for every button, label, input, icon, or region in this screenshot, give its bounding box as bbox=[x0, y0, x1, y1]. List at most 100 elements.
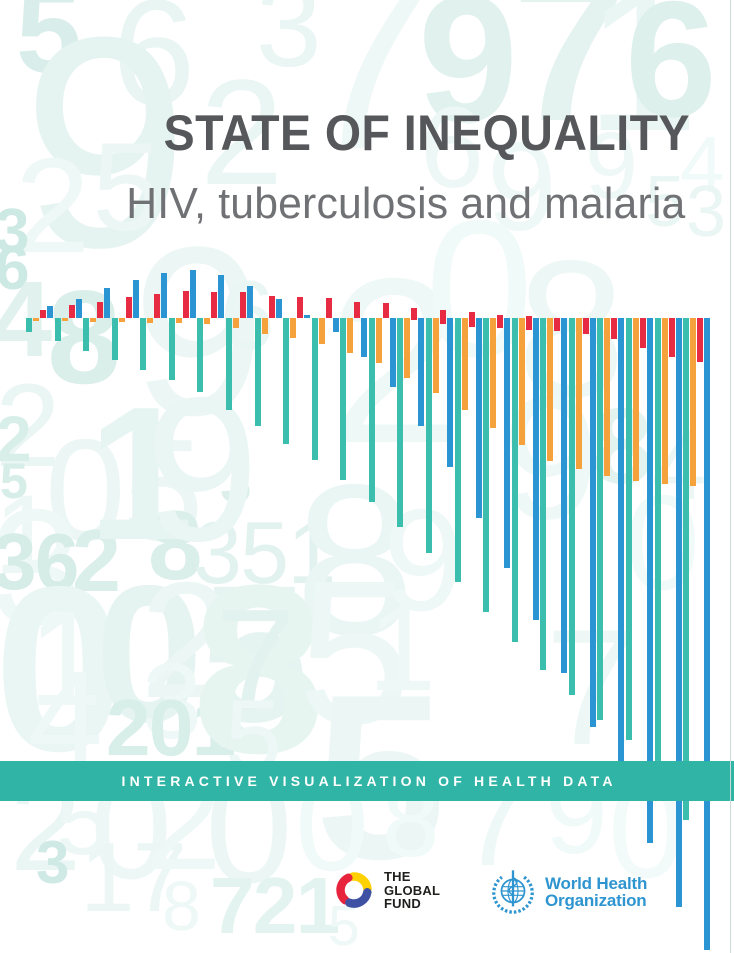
red-bar bbox=[554, 318, 561, 331]
blue-bar bbox=[189, 270, 196, 318]
global-fund-wordmark: THE GLOBAL FUND bbox=[384, 867, 440, 918]
bg-number: 05 bbox=[45, 409, 203, 571]
red-bar bbox=[239, 292, 246, 318]
orange-bar bbox=[490, 318, 497, 428]
bg-number: 9 bbox=[418, 0, 518, 160]
red-bar bbox=[411, 308, 418, 320]
red-bar bbox=[325, 298, 332, 318]
blue-bar bbox=[618, 318, 625, 765]
orange-bar bbox=[175, 318, 182, 323]
bg-number: 4 bbox=[680, 120, 725, 209]
teal-bar bbox=[454, 318, 461, 582]
orange-bar bbox=[204, 318, 211, 324]
bg-number: 1 bbox=[368, 580, 436, 716]
teal-bar bbox=[168, 318, 175, 380]
bg-number: 2 bbox=[0, 360, 61, 492]
orange-bar bbox=[375, 318, 382, 363]
red-bar bbox=[211, 292, 218, 318]
red-bar bbox=[382, 303, 389, 318]
orange-bar bbox=[518, 318, 525, 445]
teal-bar bbox=[597, 318, 604, 720]
orange-bar bbox=[347, 318, 354, 353]
bg-number: 6 bbox=[625, 0, 717, 151]
red-bar bbox=[639, 318, 646, 348]
teal-bar bbox=[311, 318, 318, 460]
red-bar bbox=[97, 302, 104, 318]
bg-number: 201 bbox=[106, 683, 236, 772]
orange-bar bbox=[232, 318, 239, 328]
bg-number: 6 bbox=[420, 84, 484, 212]
teal-bar bbox=[283, 318, 290, 444]
who-wordmark: World Health Organization bbox=[545, 866, 647, 921]
orange-bar bbox=[318, 318, 325, 344]
red-bar bbox=[439, 310, 446, 324]
red-bar bbox=[154, 294, 161, 318]
bg-number: 1 bbox=[585, 0, 699, 174]
blue-bar bbox=[218, 275, 225, 318]
bg-number: 9 bbox=[585, 113, 638, 219]
red-bar bbox=[125, 297, 132, 318]
red-bar bbox=[668, 318, 675, 357]
teal-bar bbox=[397, 318, 404, 527]
bg-number: 3 bbox=[142, 640, 202, 761]
global-fund-mark-icon bbox=[333, 867, 377, 918]
blue-bar bbox=[246, 286, 253, 318]
orange-bar bbox=[661, 318, 668, 484]
red-bar bbox=[354, 302, 361, 318]
bg-number: 3 bbox=[0, 197, 29, 266]
bg-number: 5 bbox=[16, 0, 82, 98]
orange-bar bbox=[33, 318, 39, 321]
blue-bar bbox=[275, 299, 282, 318]
global-fund-line: GLOBAL bbox=[384, 882, 441, 898]
teal-bar bbox=[625, 318, 632, 740]
orange-bar bbox=[61, 318, 68, 321]
bg-number: 3 bbox=[220, 451, 252, 515]
bg-number: 5 bbox=[645, 162, 685, 242]
page-right-edge bbox=[730, 0, 731, 953]
global-fund-line: FUND bbox=[384, 896, 421, 911]
teal-bar bbox=[83, 318, 90, 351]
bg-number: 0 bbox=[0, 537, 125, 800]
teal-bar bbox=[54, 318, 61, 341]
bg-number: 8 bbox=[192, 535, 325, 803]
blue-bar bbox=[589, 318, 596, 727]
global-fund-logo: THE GLOBAL FUND bbox=[333, 867, 440, 918]
blue-bar bbox=[446, 318, 453, 467]
blue-bar bbox=[161, 273, 168, 318]
red-bar bbox=[40, 310, 46, 318]
bg-number: 5 bbox=[298, 538, 412, 767]
who-emblem-icon bbox=[488, 866, 538, 921]
bg-number: 1 bbox=[0, 472, 56, 597]
teal-bar bbox=[197, 318, 204, 392]
blue-bar bbox=[675, 318, 682, 907]
bg-number: 9 bbox=[145, 355, 259, 584]
bg-number: 1 bbox=[88, 368, 194, 580]
orange-bar bbox=[261, 318, 268, 334]
bg-number: 1 bbox=[28, 583, 103, 734]
blue-bar bbox=[304, 315, 311, 318]
bg-number: 3 bbox=[256, 0, 322, 92]
bg-number: 9 bbox=[383, 479, 464, 641]
teal-bar bbox=[540, 318, 547, 670]
bg-number: 721 bbox=[210, 861, 340, 950]
teal-bar bbox=[225, 318, 232, 410]
red-bar bbox=[68, 305, 75, 318]
blue-bar bbox=[704, 318, 711, 950]
blue-bar bbox=[418, 318, 425, 426]
orange-bar bbox=[604, 318, 611, 476]
blue-bar bbox=[561, 318, 568, 673]
banner: INTERACTIVE VISUALIZATION OF HEALTH DATA bbox=[0, 761, 734, 801]
global-fund-line: THE bbox=[384, 869, 411, 884]
blue-bar bbox=[104, 288, 111, 318]
bg-number: 2 bbox=[140, 548, 232, 732]
blue-bar bbox=[389, 318, 396, 387]
page-title: STATE OF INEQUALITY bbox=[163, 105, 690, 161]
bg-number: 17 bbox=[80, 822, 187, 932]
red-bar bbox=[525, 316, 532, 330]
red-bar bbox=[497, 315, 504, 328]
bg-number: 351 bbox=[193, 503, 336, 602]
orange-bar bbox=[290, 318, 297, 338]
bg-number: 9 bbox=[22, 0, 189, 310]
